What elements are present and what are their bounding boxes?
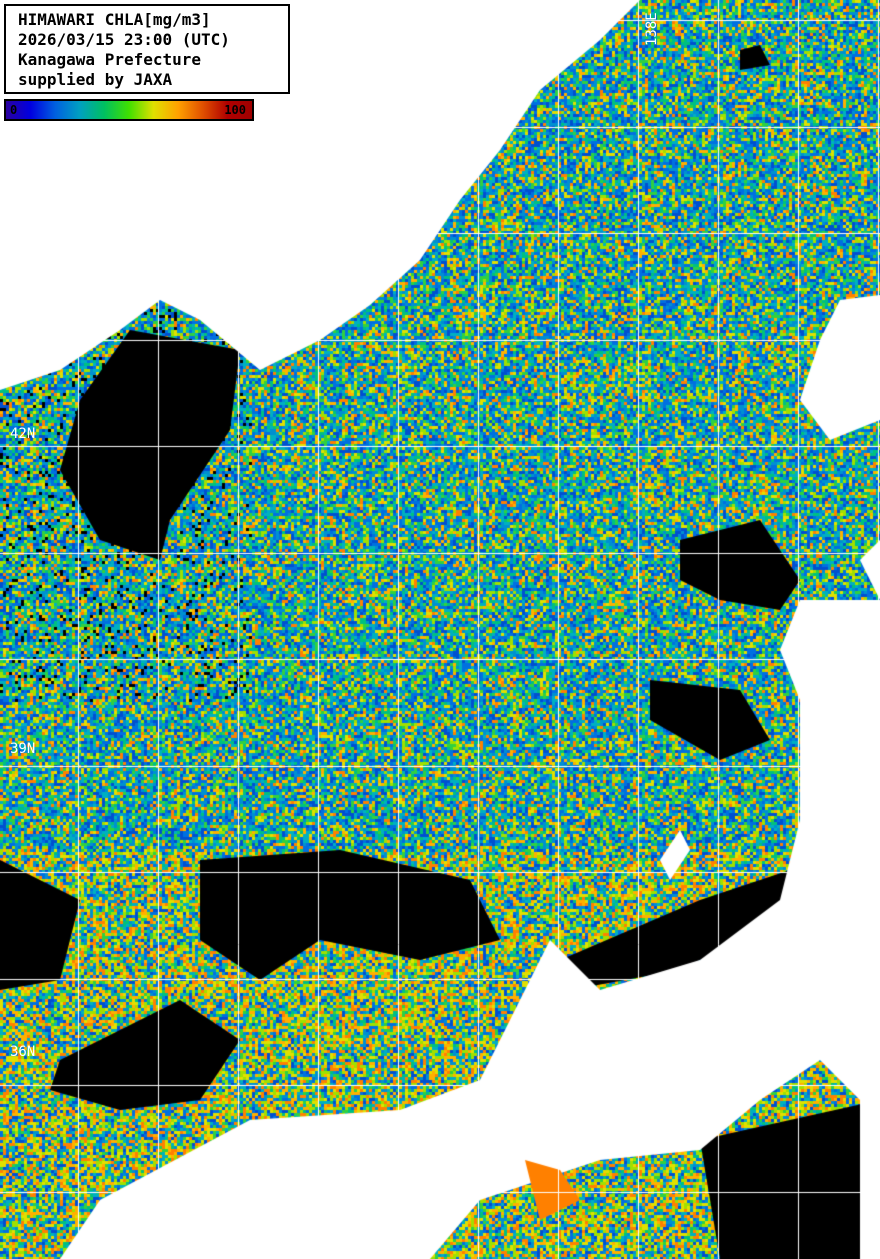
legend-line-supplier: supplied by JAXA <box>18 70 173 89</box>
lat-label-36n: 36N <box>10 1044 36 1060</box>
legend-line-provider: Kanagawa Prefecture <box>18 50 202 69</box>
legend-title-box: HIMAWARI CHLA[mg/m3] 2026/03/15 23:00 (U… <box>4 4 290 94</box>
colorbar: 0 100 <box>4 99 254 121</box>
colorbar-min-label: 0 <box>10 103 18 117</box>
lon-label-138e: 138E <box>644 12 660 46</box>
legend-line-datetime: 2026/03/15 23:00 (UTC) <box>18 30 230 49</box>
lat-label-39n: 39N <box>10 741 36 757</box>
colorbar-max-label: 100 <box>224 103 246 117</box>
legend-line-product: HIMAWARI CHLA[mg/m3] <box>18 10 211 29</box>
lat-label-42n: 42N <box>10 426 36 442</box>
